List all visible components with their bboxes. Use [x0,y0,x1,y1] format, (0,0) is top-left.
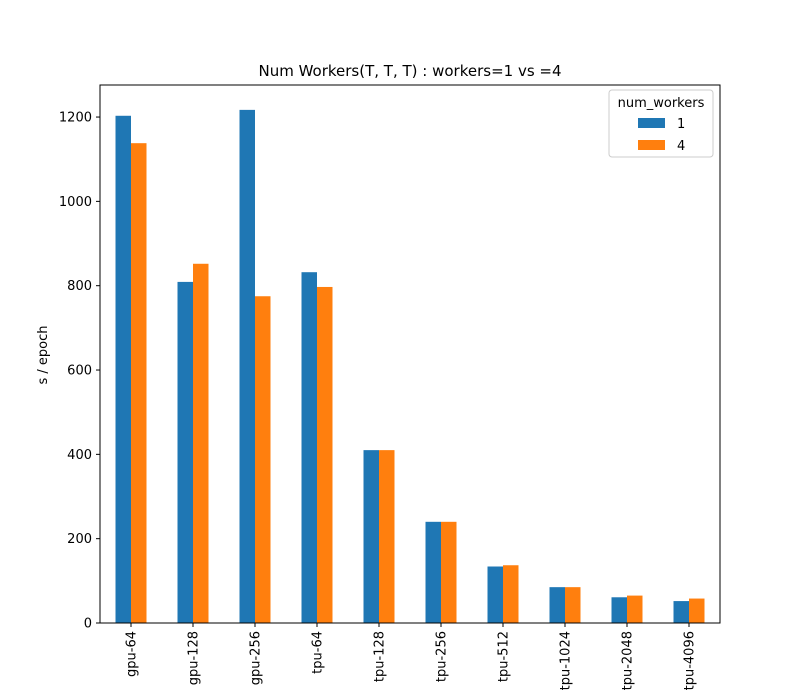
legend: num_workers 1 4 [608,89,714,158]
bar-tpu-2048-workers-1 [611,597,627,623]
bar-gpu-64-workers-4 [131,143,147,623]
bars-group [115,109,705,623]
legend-swatch-1 [638,118,665,128]
plot-frame [99,84,721,624]
bar-tpu-1024-workers-1 [549,587,565,623]
bar-tpu-512-workers-4 [503,565,519,623]
y-tick-label: 600 [67,364,92,379]
chart-title: Num Workers(T, T, T) : workers=1 vs =4 [258,62,561,80]
bar-gpu-256-workers-4 [255,296,271,623]
bar-tpu-4096-workers-4 [689,598,705,623]
y-tick-label: 400 [67,448,92,463]
bar-tpu-64-workers-4 [317,286,333,623]
bar-gpu-128-workers-1 [177,281,193,623]
bar-tpu-2048-workers-4 [627,595,643,623]
bar-tpu-128-workers-4 [379,450,395,623]
legend-title: num_workers [618,96,705,111]
x-tick-label-tpu-4096: tpu-4096 [683,631,698,690]
x-tick-label-tpu-2048: tpu-2048 [621,631,636,690]
y-tick-label: 0 [84,617,92,632]
y-tick-label: 1000 [59,195,92,210]
y-tick-label: 1200 [59,111,92,126]
y-tick-label: 800 [67,279,92,294]
bar-tpu-256-workers-1 [425,521,441,623]
bar-tpu-4096-workers-1 [673,601,689,623]
bar-tpu-256-workers-4 [441,521,457,623]
x-tick-label-gpu-256: gpu-256 [249,631,264,685]
x-axis: gpu-64 gpu-128 gpu-256 tpu-64 tpu-128 tpu-256… [125,623,698,690]
y-axis: 0 200 400 600 800 1000 1200 [59,111,100,632]
legend-label-4: 4 [677,139,685,154]
legend-label-1: 1 [677,117,685,132]
bar-tpu-512-workers-1 [487,566,503,623]
x-tick-label-tpu-256: tpu-256 [435,631,450,682]
bar-gpu-128-workers-4 [193,263,209,623]
x-tick-label-tpu-512: tpu-512 [497,631,512,682]
bar-tpu-64-workers-1 [301,272,317,623]
y-axis-label: s / epoch [36,325,51,384]
x-tick-label-gpu-64: gpu-64 [125,631,140,677]
x-tick-label-tpu-128: tpu-128 [373,631,388,682]
bar-gpu-256-workers-1 [239,109,255,623]
y-tick-label: 200 [67,532,92,547]
bar-gpu-64-workers-1 [115,115,131,623]
x-tick-label-tpu-1024: tpu-1024 [559,631,574,690]
bar-tpu-1024-workers-4 [565,587,581,623]
bar-tpu-128-workers-1 [363,450,379,623]
x-tick-label-tpu-64: tpu-64 [311,631,326,674]
legend-swatch-4 [638,140,665,150]
x-tick-label-gpu-128: gpu-128 [187,631,202,685]
